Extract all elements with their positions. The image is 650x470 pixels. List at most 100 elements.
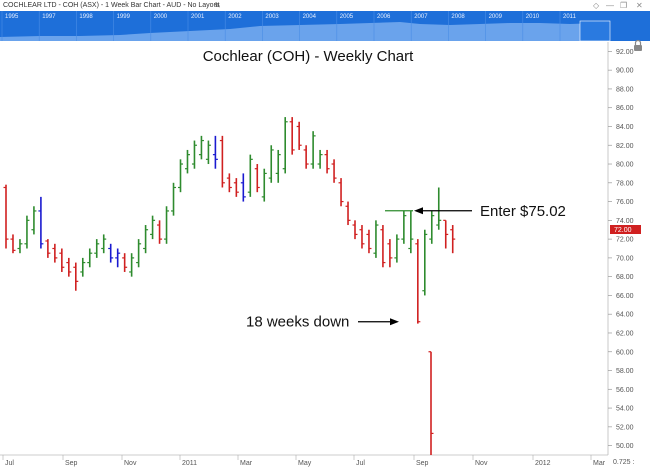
price-bar [366, 229, 372, 254]
price-bar [408, 210, 414, 254]
price-bar [38, 196, 44, 249]
x-tick-label: Mar [593, 460, 606, 467]
current-price-label: 72.00 [614, 227, 632, 234]
price-bar [101, 234, 107, 254]
price-bar [59, 248, 65, 272]
annotations: Enter $75.02 18 weeks down [246, 203, 566, 331]
diamond-icon[interactable]: ◇ [593, 1, 600, 10]
y-tick-label: 66.00 [616, 293, 634, 300]
price-bar [387, 239, 393, 268]
y-tick-label: 70.00 [616, 255, 634, 262]
entry-arrow-head [414, 207, 423, 215]
price-bar [115, 248, 121, 268]
price-bar [94, 239, 100, 258]
navigator-strip[interactable]: 1995 1997 1998 1999 2000 2001 2002 2003 2004 2005… [0, 11, 650, 41]
close-icon[interactable]: ✕ [636, 1, 643, 10]
price-bar [289, 117, 295, 155]
price-bar [3, 184, 9, 249]
x-tick-label: May [298, 460, 312, 467]
navigator-year-label: 2002 [228, 14, 242, 20]
y-tick-label: 86.00 [616, 105, 634, 112]
price-bar [80, 257, 86, 277]
price-bar [198, 135, 204, 160]
pencil-icon[interactable]: ✎ [214, 1, 221, 10]
x-tick-label: Jul [5, 460, 14, 467]
price-bar [247, 154, 253, 197]
price-bar [226, 173, 232, 193]
navigator-year-label: 2004 [303, 14, 317, 20]
x-tick-label: Sep [65, 460, 78, 467]
navigator-window[interactable] [579, 20, 611, 41]
price-bar [324, 149, 330, 174]
price-bar [219, 135, 225, 188]
price-bar [150, 215, 156, 240]
price-bar [10, 234, 16, 254]
down-arrow-head [390, 318, 399, 326]
price-bar [73, 262, 79, 291]
y-tick-label: 88.00 [616, 86, 634, 93]
price-bar [331, 159, 337, 183]
x-tick-label: Jul [356, 460, 365, 467]
entry-annotation: Enter $75.02 [480, 203, 566, 220]
y-tick-label: 72.00 [616, 237, 634, 244]
navigator-year-label: 2007 [414, 14, 428, 20]
price-bar [31, 206, 37, 235]
price-bar [122, 253, 128, 272]
chart-title: Cochlear (COH) - Weekly Chart [203, 48, 414, 65]
y-tick-label: 60.00 [616, 349, 634, 356]
navigator-year-label: 1995 [5, 14, 19, 20]
price-bar [303, 145, 309, 169]
navigator-year-label: 2006 [377, 14, 391, 20]
y-tick-label: 56.00 [616, 387, 634, 394]
y-tick-label: 52.00 [616, 424, 634, 431]
price-bar [275, 149, 281, 183]
navigator-year-label: 2003 [265, 14, 279, 20]
y-tick-label: 92.00 [616, 49, 634, 56]
price-bar [184, 149, 190, 174]
y-tick-label: 54.00 [616, 406, 634, 413]
y-tick-label: 78.00 [616, 180, 634, 187]
price-bar [45, 239, 51, 258]
price-bar [338, 178, 344, 207]
navigator-year-label: 2000 [154, 14, 168, 20]
price-bar [415, 239, 421, 324]
y-tick-label: 68.00 [616, 274, 634, 281]
navigator-year-label: 2011 [563, 14, 577, 20]
price-bar [66, 257, 72, 277]
price-bar [373, 220, 379, 258]
navigator-year-label: 2010 [526, 14, 540, 20]
y-tick-label: 62.00 [616, 330, 634, 337]
price-bar [429, 210, 435, 244]
x-tick-label: Sep [416, 460, 429, 467]
navigator-year-label: 2009 [489, 14, 503, 20]
y-tick-label: 64.00 [616, 312, 634, 319]
price-bar [352, 220, 358, 240]
price-bar [394, 234, 400, 263]
price-bar [345, 201, 351, 226]
navigator-year-labels: 1995 1997 1998 1999 2000 2001 2002 2003 2004 2005… [1, 11, 577, 41]
price-bar [205, 140, 211, 165]
restore-icon[interactable]: ❐ [620, 1, 628, 10]
price-bar [254, 164, 260, 193]
price-bar [436, 187, 442, 230]
price-bar [359, 225, 365, 249]
x-tick-label: Nov [124, 460, 137, 467]
price-bars [3, 117, 456, 455]
price-bar [401, 210, 407, 244]
minimize-icon[interactable]: — [606, 1, 614, 10]
lock-icon[interactable] [634, 39, 642, 52]
price-bar [212, 135, 218, 169]
scale-label: 0.725 : [613, 459, 634, 466]
price-bar [268, 145, 274, 183]
weeks-down-annotation: 18 weeks down [246, 314, 349, 331]
price-bar [233, 178, 239, 197]
y-tick-label: 74.00 [616, 218, 634, 225]
y-axis: 50.00 52.00 54.00 56.00 58.00 60.00 62.00 64.00… [608, 49, 634, 450]
price-bar [178, 159, 183, 193]
price-bar [24, 215, 30, 249]
price-bar [164, 206, 170, 244]
price-bar [428, 351, 434, 455]
price-bar [443, 219, 449, 249]
price-bar [191, 140, 197, 169]
